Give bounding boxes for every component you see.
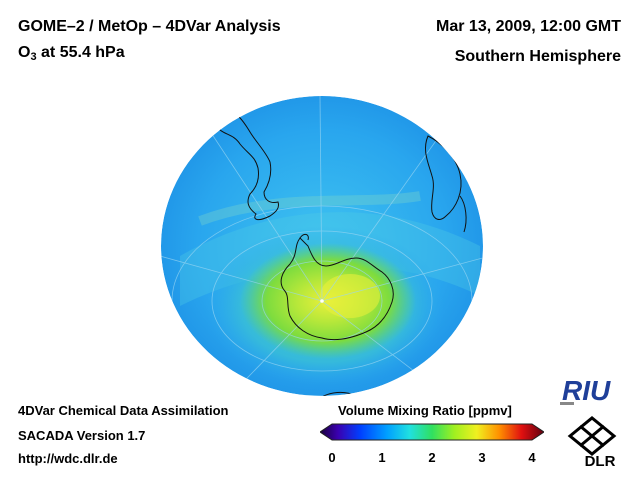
colorbar-tick-label: 3 [478,450,486,465]
map-subtitle: O3 at 55.4 hPa [18,44,125,63]
dlr-logo-mark [567,416,617,456]
colorbar-gradient [320,423,544,441]
pressure-level: at 55.4 hPa [36,44,125,61]
species-label: O [18,44,31,61]
graticule [161,96,483,396]
colorbar-tick-label: 2 [428,450,436,465]
species-subscript: 3 [30,51,37,63]
footer-url: http://wdc.dlr.de [18,451,118,466]
riu-logo: RIU [560,375,611,406]
ozone-globe-map [161,96,483,396]
colorbar-tick-label: 4 [528,450,536,465]
south-pole-marker [320,299,324,303]
datetime-label: Mar 13, 2009, 12:00 GMT [436,18,621,35]
ozone-peak [320,274,380,318]
colorbar-tick-label: 0 [328,450,336,465]
colorbar-tick-label: 1 [378,450,386,465]
riu-logo-text: RIU [562,375,611,406]
hemisphere-label: Southern Hemisphere [454,48,621,65]
ozone-streak [198,191,421,226]
dlr-logo: DLR [567,416,617,470]
madagascar-coastline [459,195,467,233]
dlr-logo-text: DLR [585,453,616,470]
antarctica-coastline [280,237,394,341]
footer-line-2: SACADA Version 1.7 [18,428,146,443]
riu-logo-bar [560,402,574,405]
antarctic-peninsula [299,233,309,241]
africa-coastline [425,135,462,220]
south-america-coastline [214,109,279,221]
colorbar-title: Volume Mixing Ratio [ppmv] [338,403,512,418]
footer-line-1: 4DVar Chemical Data Assimilation [18,403,229,418]
colorbar [320,423,544,441]
map-title: GOME–2 / MetOp – 4DVar Analysis [18,18,281,35]
